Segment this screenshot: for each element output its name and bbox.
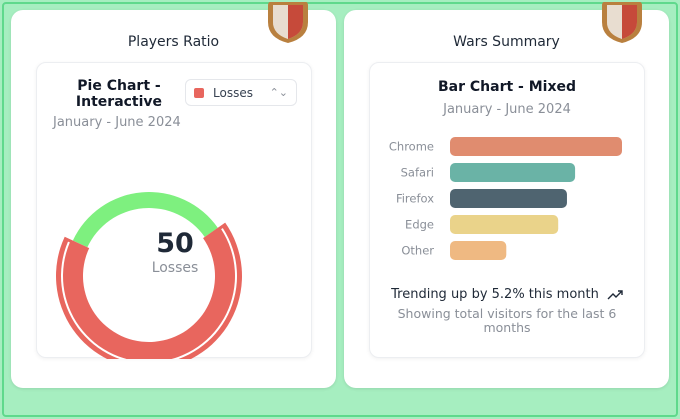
bar-chart-subtitle: January - June 2024 [443, 102, 571, 117]
donut-chart[interactable] [37, 159, 313, 359]
donut-center-label: Losses [151, 260, 199, 276]
losses-color-swatch [194, 87, 204, 98]
pie-chart-panel: Pie Chart - Interactive January - June 2… [36, 62, 313, 359]
shield-icon [268, 2, 308, 43]
donut-slice-losses[interactable] [56, 222, 242, 359]
bar-edge[interactable] [450, 215, 559, 234]
bar-chart[interactable]: Chrome Safari Firefox Edge Other [370, 133, 646, 263]
footnote-text: Showing total visitors for the last 6 mo… [397, 306, 617, 335]
pie-chart-title: Pie Chart - Interactive [75, 78, 163, 110]
trend-label: Trending up by 5.2% this month [391, 287, 599, 302]
bar-label-safari: Safari [401, 166, 434, 180]
bar-chrome[interactable] [450, 137, 622, 156]
wars-card-title: Wars Summary [453, 34, 560, 50]
bar-chart-title: Bar Chart - Mixed [437, 79, 577, 95]
bar-label-edge: Edge [405, 218, 434, 232]
chevron-updown-icon: ⌃⌄ [269, 86, 288, 99]
bar-label-firefox: Firefox [396, 192, 434, 206]
bar-label-other: Other [401, 244, 434, 258]
bar-safari[interactable] [450, 163, 576, 182]
category-select[interactable]: Losses ⌃⌄ [185, 79, 297, 106]
category-select-value: Losses [213, 85, 253, 100]
donut-slice-other[interactable] [72, 192, 218, 248]
wars-summary-card: Wars Summary Bar Chart - Mixed January -… [344, 2, 669, 388]
bar-firefox[interactable] [450, 189, 567, 208]
pie-chart-subtitle: January - June 2024 [53, 115, 181, 130]
trend-text: Trending up by 5.2% this month [370, 287, 644, 302]
bar-other[interactable] [450, 241, 507, 260]
players-ratio-card: Players Ratio Pie Chart - Interactive Ja… [11, 2, 336, 388]
players-card-title: Players Ratio [127, 34, 220, 50]
donut-center-value: 50 [156, 228, 194, 259]
bar-chart-panel: Bar Chart - Mixed January - June 2024 Ch… [369, 62, 645, 358]
trending-up-icon [607, 289, 623, 299]
bar-label-chrome: Chrome [389, 140, 434, 154]
shield-icon [602, 2, 642, 43]
